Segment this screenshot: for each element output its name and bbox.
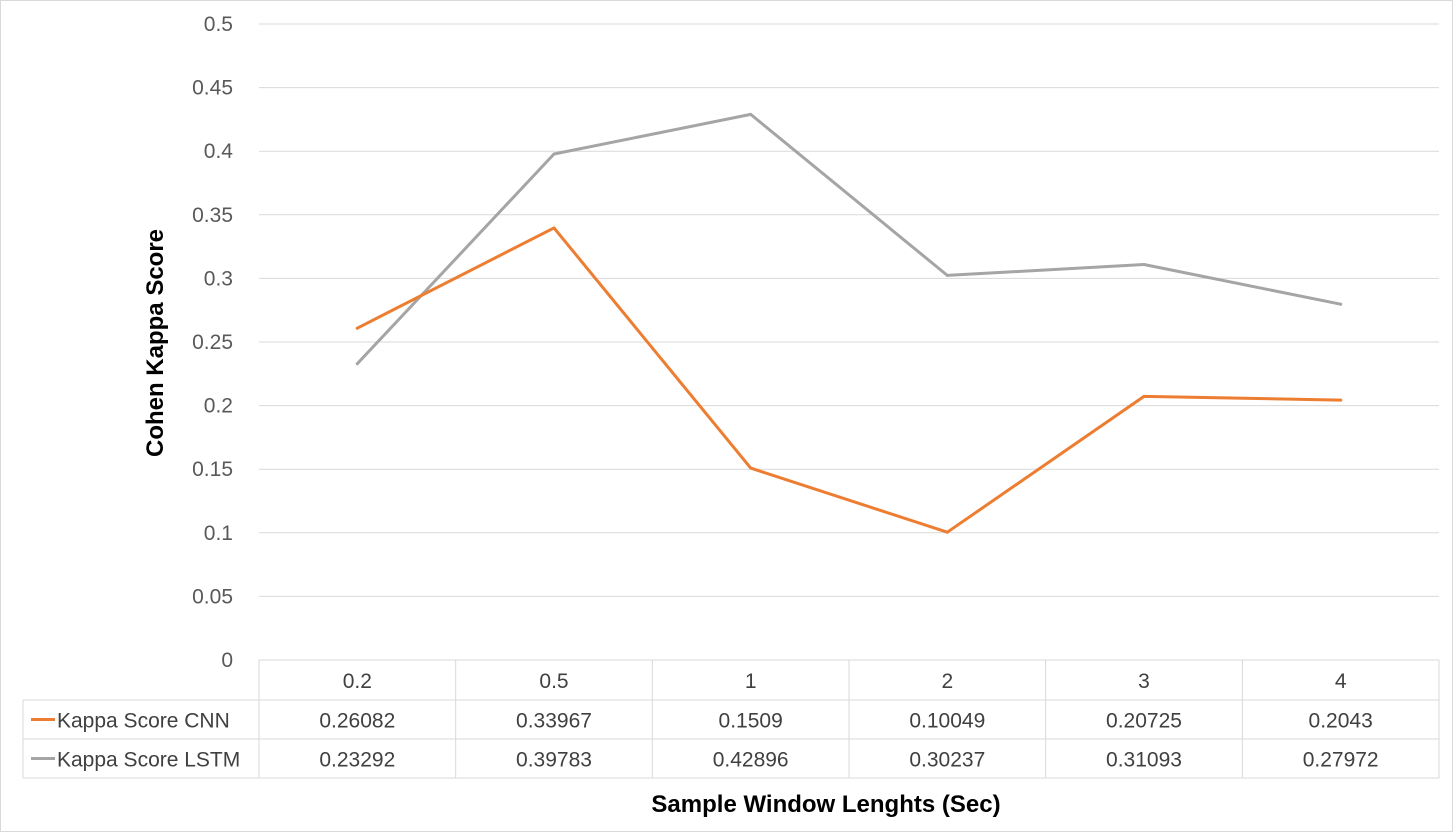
data-point xyxy=(552,226,556,230)
x-tick-label: 0.5 xyxy=(539,670,568,693)
legend-label: Kappa Score LSTM xyxy=(57,749,240,772)
data-point xyxy=(749,112,753,116)
table-cell-value: 0.42896 xyxy=(713,749,789,772)
data-point xyxy=(355,362,359,366)
data-point xyxy=(355,326,359,330)
table-cell-value: 0.39783 xyxy=(516,749,592,772)
data-point xyxy=(945,273,949,277)
table-cell-value: 0.2043 xyxy=(1309,710,1373,733)
data-point xyxy=(552,152,556,156)
data-point xyxy=(1339,302,1343,306)
y-tick-label: 0.2 xyxy=(204,395,233,418)
y-tick-label: 0 xyxy=(221,649,233,672)
y-axis-ticks: 0 0.05 0.1 0.15 0.2 0.25 0.3 0.35 0.4 0.45 0.5 xyxy=(192,13,233,672)
gridlines xyxy=(259,23,1439,597)
x-tick-label: 1 xyxy=(745,670,757,693)
data-table: 0.2 0.5 1 2 3 4 Kappa Score CNN 0.26082 0.33967 0… xyxy=(22,659,1440,779)
table-cell-value: 0.33967 xyxy=(516,710,592,733)
data-point xyxy=(945,530,949,534)
y-tick-label: 0.35 xyxy=(192,204,233,227)
data-point xyxy=(1142,262,1146,266)
table-cell-value: 0.27972 xyxy=(1303,749,1379,772)
data-point xyxy=(1339,398,1343,402)
x-axis-title: Sample Window Lenghts (Sec) xyxy=(651,791,1000,818)
y-tick-label: 0.25 xyxy=(192,331,233,354)
data-point xyxy=(749,466,753,470)
y-tick-label: 0.3 xyxy=(204,267,233,290)
series-line-lstm xyxy=(355,112,1343,366)
table-cell-value: 0.31093 xyxy=(1106,749,1182,772)
y-tick-label: 0.45 xyxy=(192,77,233,100)
y-axis-title: Cohen Kappa Score xyxy=(142,229,169,457)
y-tick-label: 0.1 xyxy=(204,522,233,545)
table-cell-value: 0.10049 xyxy=(909,710,985,733)
x-tick-label: 3 xyxy=(1138,670,1150,693)
table-cell-value: 0.20725 xyxy=(1106,710,1182,733)
x-tick-label: 4 xyxy=(1335,670,1347,693)
table-cell-value: 0.26082 xyxy=(319,710,395,733)
y-tick-label: 0.05 xyxy=(192,585,233,608)
data-point xyxy=(1142,394,1146,398)
legend-label: Kappa Score CNN xyxy=(57,710,230,733)
x-tick-label: 0.2 xyxy=(343,670,372,693)
y-tick-label: 0.4 xyxy=(204,140,234,163)
table-cell-value: 0.1509 xyxy=(719,710,783,733)
table-cell-value: 0.30237 xyxy=(909,749,985,772)
series-lines xyxy=(355,112,1343,534)
series-line-cnn xyxy=(355,226,1343,534)
y-tick-label: 0.15 xyxy=(192,458,233,481)
x-tick-label: 2 xyxy=(941,670,953,693)
table-cell-value: 0.23292 xyxy=(319,749,395,772)
y-tick-label: 0.5 xyxy=(204,13,233,36)
